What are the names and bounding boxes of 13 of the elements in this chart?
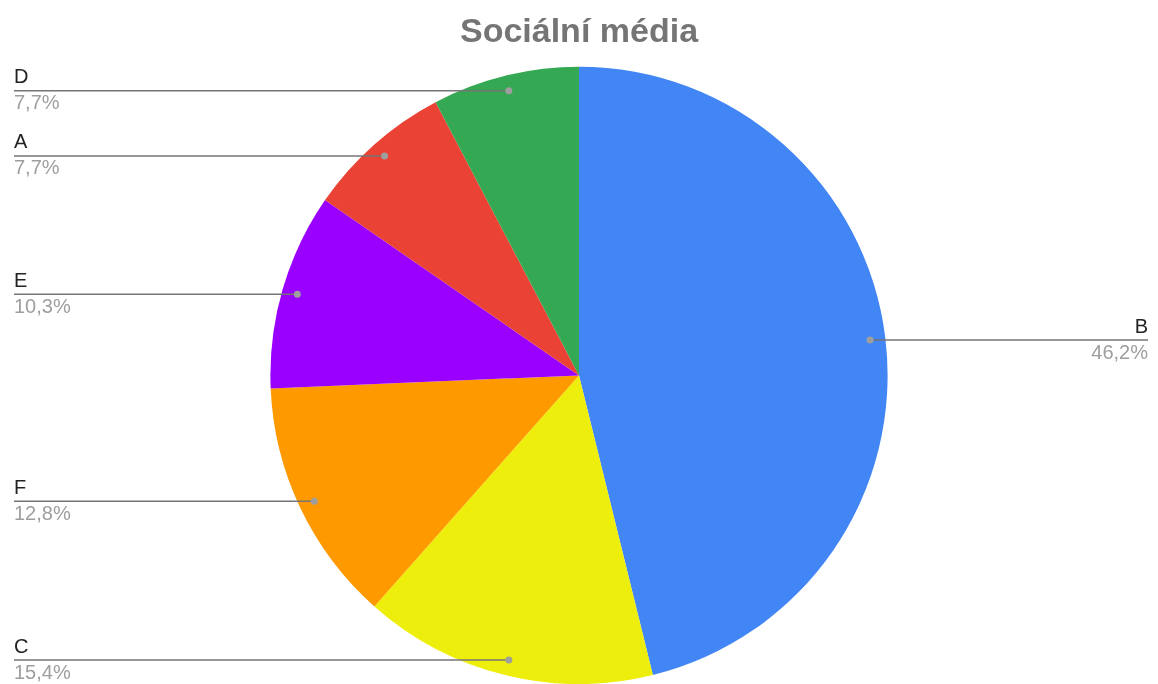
slice-label: D [14, 65, 29, 88]
data-label: 12,8% [14, 501, 71, 524]
data-label: 7,7% [14, 156, 60, 179]
slice-label: A [14, 130, 28, 153]
slice-label: F [14, 475, 27, 498]
slice-label: B [1134, 314, 1148, 337]
slice-label: C [14, 634, 29, 657]
slice-label: E [14, 268, 28, 291]
data-label: 7,7% [14, 91, 60, 114]
data-label: 15,4% [14, 660, 71, 683]
data-label: 10,3% [14, 294, 71, 317]
data-label: 46,2% [1091, 340, 1149, 363]
chart-title: Sociální média [459, 10, 700, 49]
